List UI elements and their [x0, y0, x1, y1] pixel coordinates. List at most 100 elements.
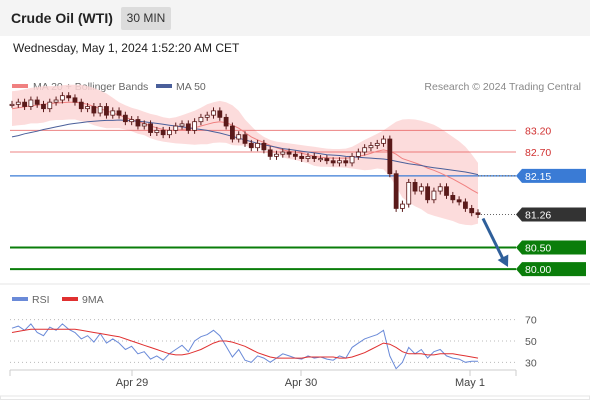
candle-body — [91, 106, 97, 114]
candle-body — [400, 203, 405, 209]
candle-body — [450, 195, 456, 201]
candle — [374, 139, 380, 150]
candle-body — [135, 119, 141, 127]
candle — [387, 135, 393, 178]
level-83-20-label: 83.20 — [525, 125, 551, 137]
candle-body — [34, 99, 40, 105]
rsi-ma-legend-swatch — [62, 297, 78, 301]
candle — [381, 135, 386, 147]
candle-body — [444, 186, 449, 196]
candle — [154, 126, 160, 136]
level-80-00-label: 80.00 — [525, 264, 551, 276]
candle-body — [274, 153, 279, 157]
candle-body — [248, 142, 254, 149]
candle-body — [280, 151, 286, 155]
candle — [167, 126, 172, 139]
candle-body — [204, 114, 210, 118]
candle — [211, 107, 216, 119]
candle — [280, 148, 286, 158]
rsi-panel: 70 50 30 — [10, 315, 537, 370]
candle-body — [230, 125, 235, 140]
candle-body — [362, 147, 368, 153]
rsi-legend-swatch — [12, 297, 28, 301]
candle — [110, 107, 116, 119]
candle — [286, 148, 292, 158]
candle — [248, 139, 254, 152]
candle — [469, 204, 475, 217]
candle — [148, 120, 153, 136]
candle-body — [97, 106, 103, 114]
candle-body — [431, 190, 437, 201]
candle — [267, 146, 273, 160]
candle-body — [192, 121, 198, 131]
candle-body — [456, 199, 462, 203]
candle — [406, 178, 412, 208]
forecast-arrow — [481, 217, 509, 267]
candle — [85, 103, 90, 113]
candle-body — [330, 160, 336, 164]
candle — [274, 150, 279, 160]
level-80-50-tag — [516, 240, 586, 255]
candle — [72, 94, 78, 106]
candle — [122, 111, 128, 126]
candle-body — [129, 119, 135, 123]
candle — [418, 183, 424, 195]
x-tick-label: May 1 — [455, 377, 485, 389]
candle-body — [292, 153, 298, 157]
candle-body — [85, 106, 90, 110]
candle-body — [15, 101, 21, 105]
candle — [311, 152, 317, 163]
candle-body — [349, 155, 355, 164]
candle — [393, 170, 399, 212]
candle-body — [311, 155, 317, 159]
candle — [292, 150, 298, 160]
candle — [362, 144, 368, 156]
instrument-title: Crude Oil (WTI) — [11, 10, 113, 26]
candle — [78, 98, 84, 113]
candle — [355, 148, 361, 160]
candle — [425, 183, 431, 204]
candle — [59, 92, 65, 104]
candle-body — [47, 101, 53, 110]
bollinger-band-area — [12, 84, 478, 226]
candle-body — [412, 182, 418, 192]
candle — [47, 98, 53, 113]
candle-body — [110, 110, 116, 116]
candle — [456, 196, 462, 206]
candle — [91, 103, 97, 117]
candle — [412, 178, 418, 195]
candle-body — [211, 110, 216, 116]
candle — [242, 131, 248, 147]
candle — [324, 155, 330, 165]
candle-body — [78, 101, 84, 110]
candle-body — [179, 123, 185, 127]
candle — [450, 191, 456, 204]
candle-body — [343, 160, 349, 164]
ma50-legend-label: MA 50 — [176, 81, 206, 93]
candle — [97, 103, 103, 117]
candle — [204, 111, 210, 121]
level-82-70-label: 82.70 — [525, 147, 551, 159]
rsi-tick-30: 30 — [525, 357, 537, 369]
candle-body — [469, 208, 475, 214]
candle — [255, 139, 260, 152]
candle — [41, 100, 46, 113]
chart-bottom-border — [0, 395, 590, 400]
candle-body — [261, 142, 267, 151]
candle — [53, 96, 59, 106]
level-80-00-tag — [516, 262, 586, 277]
forecast-arrow-head — [497, 254, 509, 267]
candle — [343, 157, 349, 167]
candle-body — [22, 101, 27, 107]
candle-body — [66, 95, 72, 99]
candle — [444, 183, 449, 199]
candle — [230, 122, 235, 143]
candle-body — [374, 142, 380, 146]
candle — [192, 118, 198, 134]
rsi-legend-label: RSI — [32, 294, 50, 306]
chart-header: Crude Oil (WTI) 30 MIN — [0, 0, 590, 36]
candle-body — [355, 151, 361, 157]
level-82-15-tag — [516, 168, 586, 183]
candle-body — [286, 151, 292, 155]
timeframe-button[interactable]: 30 MIN — [121, 7, 171, 30]
